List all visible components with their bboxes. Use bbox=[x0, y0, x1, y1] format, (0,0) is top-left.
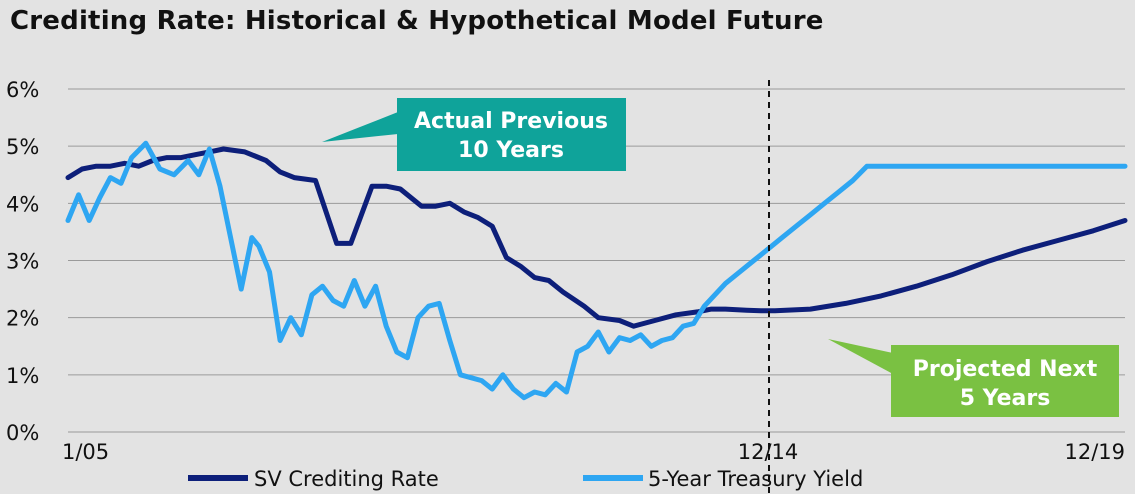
series-line-sv-crediting-rate bbox=[65, 146, 1128, 329]
x-tick-label: 1/05 bbox=[62, 440, 109, 464]
legend: SV Crediting Rate 5-Year Treasury Yield bbox=[188, 467, 863, 491]
y-tick-label: 3% bbox=[6, 250, 39, 274]
y-tick-label: 0% bbox=[6, 421, 39, 445]
legend-label-5yr-treasury: 5-Year Treasury Yield bbox=[648, 467, 863, 491]
actual-callout-pointer bbox=[322, 112, 398, 142]
chart-title: Crediting Rate: Historical & Hypothetica… bbox=[10, 6, 824, 36]
callouts: Actual Previous 10 Years Projected Next 5 Y… bbox=[322, 98, 1119, 417]
series-lines bbox=[65, 140, 1128, 401]
actual-callout-line2: 10 Years bbox=[458, 138, 564, 163]
actual-callout-box bbox=[397, 98, 626, 171]
y-tick-label: 6% bbox=[6, 78, 39, 102]
legend-label-sv-crediting-rate: SV Crediting Rate bbox=[254, 467, 439, 491]
y-axis-ticks: 0% 1% 2% 3% 4% 5% 6% bbox=[6, 78, 39, 445]
projected-callout-box bbox=[891, 345, 1119, 417]
projected-callout-line1: Projected Next bbox=[913, 357, 1098, 382]
y-tick-label: 1% bbox=[6, 364, 39, 388]
actual-callout-line1: Actual Previous bbox=[414, 109, 608, 134]
projected-callout-pointer bbox=[828, 339, 893, 374]
y-tick-label: 4% bbox=[6, 192, 39, 216]
x-tick-label: 12/19 bbox=[1064, 440, 1125, 464]
y-tick-label: 5% bbox=[6, 135, 39, 159]
series-line-5yr-treasury bbox=[65, 140, 1128, 401]
x-axis-ticks: 1/05 12/14 12/19 bbox=[62, 440, 1125, 464]
y-tick-label: 2% bbox=[6, 307, 39, 331]
projected-callout-line2: 5 Years bbox=[960, 386, 1051, 411]
